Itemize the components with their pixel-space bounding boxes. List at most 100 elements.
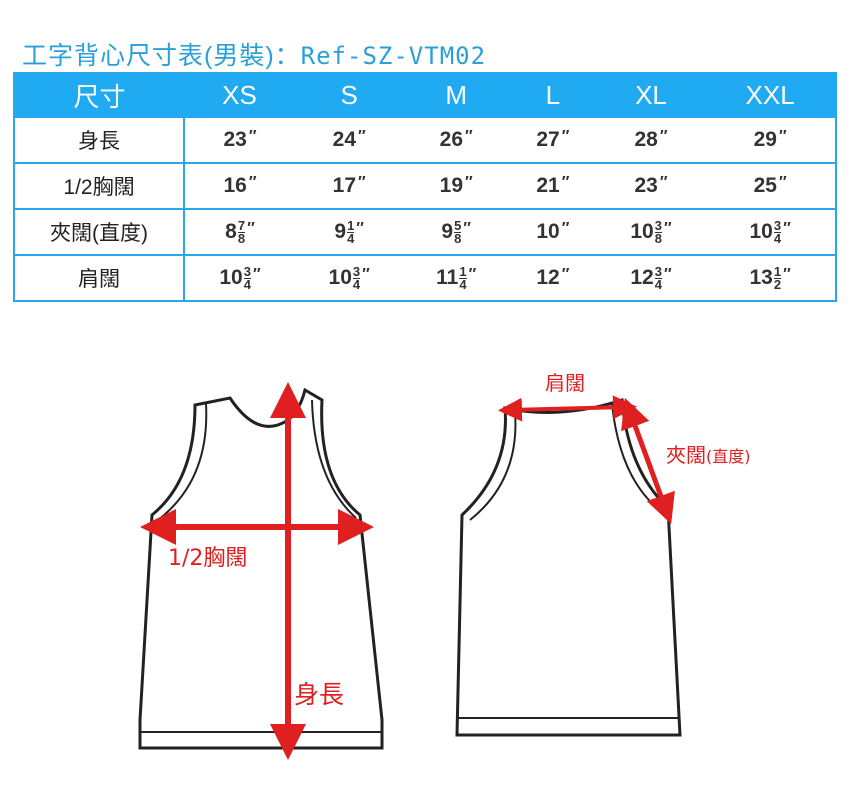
denominator: 4 <box>654 276 662 292</box>
inch-mark: ″ <box>465 174 473 191</box>
measurement-cell: 13 1 2 ″ <box>705 254 836 301</box>
inch-mark: ″ <box>778 128 787 145</box>
armhole-label-text: 夾闊 <box>666 443 706 467</box>
measurement-cell: 28 ″ <box>596 116 706 163</box>
whole: 23 <box>634 174 658 197</box>
denominator: 8 <box>654 230 662 246</box>
whole: 10 <box>219 265 243 289</box>
whole: 26 <box>439 128 464 151</box>
measurement-cell: 26 ″ <box>403 116 509 163</box>
chest-label: 1/2胸闊 <box>168 546 247 571</box>
whole: 17 <box>332 174 357 197</box>
size-header: M <box>403 73 509 117</box>
denominator: 8 <box>237 230 246 246</box>
measure-arrows <box>140 382 675 760</box>
whole: 10 <box>328 265 352 289</box>
measurement-cell: 16 ″ <box>184 162 295 209</box>
measurement-cell: 10 ″ <box>508 208 597 255</box>
inch-mark: ″ <box>252 265 261 283</box>
header-label: 尺寸 <box>14 73 184 117</box>
whole: 19 <box>439 174 464 197</box>
measurement-cell: 10 3 4 ″ <box>184 254 295 301</box>
measurement-cell: 19 ″ <box>403 162 509 209</box>
table-row: 1/2胸闊 16 ″ 17 ″ 19 ″ 21 ″ 23 ″ 25 ″ <box>14 162 836 209</box>
length-label: 身長 <box>294 680 344 709</box>
inch-mark: ″ <box>561 266 570 283</box>
row-label: 肩闊 <box>14 254 185 301</box>
numerator: 1 <box>459 263 467 279</box>
inch-mark: ″ <box>783 265 791 283</box>
title-text: 工字背心尺寸表(男裝)： <box>22 42 301 70</box>
inch-mark: ″ <box>663 265 672 283</box>
whole: 10 <box>630 219 654 243</box>
shoulder-arrow <box>498 395 637 422</box>
inch-mark: ″ <box>561 128 570 145</box>
inch-mark: ″ <box>561 220 570 237</box>
measurement-cell: 29 ″ <box>705 116 836 163</box>
inch-mark: ″ <box>248 128 257 145</box>
whole: 9 <box>334 219 347 243</box>
whole: 16 <box>223 174 247 197</box>
inch-mark: ″ <box>561 174 570 191</box>
numerator: 3 <box>654 263 662 279</box>
whole: 29 <box>753 128 777 151</box>
table-row: 身長 23 ″ 24 ″ 26 ″ 27 ″ 28 ″ 29 ″ <box>14 116 836 163</box>
numerator: 3 <box>773 217 782 233</box>
inch-mark: ″ <box>659 128 668 145</box>
inch-mark: ″ <box>778 174 787 191</box>
whole: 12 <box>536 266 560 289</box>
whole: 23 <box>223 128 247 151</box>
whole: 9 <box>441 219 454 243</box>
whole: 10 <box>749 219 773 243</box>
measurement-cell: 9 1 4 ″ <box>294 208 404 255</box>
denominator: 4 <box>773 230 782 246</box>
whole: 8 <box>225 219 237 243</box>
inch-mark: ″ <box>465 128 473 145</box>
denominator: 2 <box>773 276 782 292</box>
measurement-cell: 10 3 4 ″ <box>705 208 836 255</box>
whole: 24 <box>332 128 357 151</box>
inch-mark: ″ <box>248 174 257 191</box>
measurement-cell: 8 7 8 ″ <box>184 208 295 255</box>
numerator: 3 <box>243 263 251 279</box>
inch-mark: ″ <box>358 174 366 191</box>
size-table: 尺寸 XS S M L XL XXL 身長 23 ″ 24 ″ 26 ″ 27 ″ 28 ″ 29 ″ 1/2胸闊 16… <box>13 72 837 302</box>
row-label: 夾闊(直度) <box>14 208 185 255</box>
shoulder-label: 肩闊 <box>545 371 585 395</box>
inch-mark: ″ <box>463 219 471 237</box>
numerator: 3 <box>352 263 361 279</box>
measurement-cell: 12 ″ <box>508 254 597 301</box>
measurement-cell: 21 ″ <box>508 162 597 209</box>
whole: 27 <box>536 128 560 151</box>
measurement-cell: 9 5 8 ″ <box>403 208 509 255</box>
table-row: 夾闊(直度) 8 7 8 ″ 9 1 4 ″ 9 5 8 ″ 10 ″ 10 3 8 ″ 10 3 4 ″ <box>14 208 836 255</box>
inch-mark: ″ <box>247 219 255 237</box>
inch-mark: ″ <box>659 174 668 191</box>
numerator: 1 <box>773 263 782 279</box>
table-row: 肩闊 10 3 4 ″ 10 3 4 ″ 11 1 4 ″ 12 ″ 12 3 4 ″ 13 1 2 ″ <box>14 254 836 301</box>
denominator: 4 <box>243 276 251 292</box>
armhole-label: 夾闊(直度) <box>666 443 751 467</box>
measurement-cell: 12 3 4 ″ <box>596 254 706 301</box>
chart-title: 工字背心尺寸表(男裝)：Ref-SZ-VTM02 <box>22 36 486 72</box>
size-header: XXL <box>705 73 836 117</box>
denominator: 4 <box>459 276 467 292</box>
measurement-cell: 27 ″ <box>508 116 597 163</box>
numerator: 3 <box>654 217 662 233</box>
inch-mark: ″ <box>356 219 364 237</box>
whole: 25 <box>753 174 777 197</box>
whole: 10 <box>536 220 560 243</box>
armhole-arrow <box>621 397 675 525</box>
measurement-cell: 23 ″ <box>596 162 706 209</box>
numerator: 1 <box>347 217 355 233</box>
size-header: L <box>508 73 597 117</box>
ref-code: Ref-SZ-VTM02 <box>300 42 487 70</box>
inch-mark: ″ <box>362 265 370 283</box>
